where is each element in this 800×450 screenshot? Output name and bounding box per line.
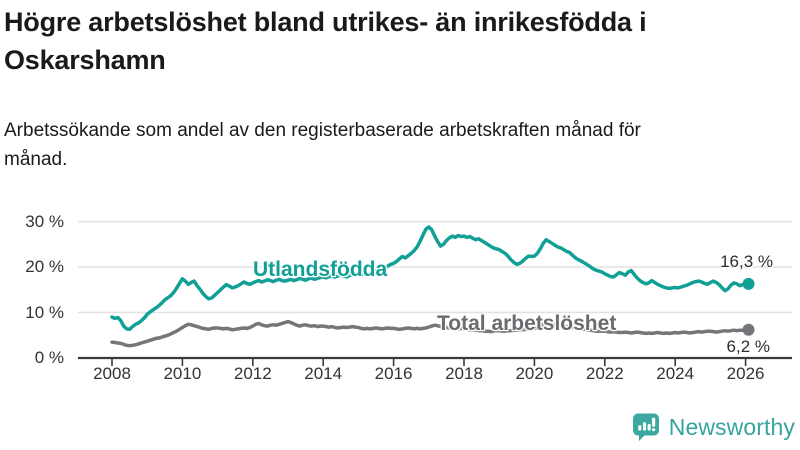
chart-title: Högre arbetslöshet bland utrikes- än inr… — [4, 7, 647, 75]
y-axis-label: 20 % — [25, 257, 64, 276]
x-axis-label: 2012 — [233, 364, 272, 383]
end-value-total: 6,2 % — [726, 337, 770, 356]
x-axis-label: 2024 — [656, 364, 695, 383]
series-line-utlandsfodda — [110, 225, 751, 332]
end-value-utlandsfodda: 16,3 % — [720, 252, 773, 271]
series-end-dot-total — [742, 323, 755, 336]
x-axis-label: 2022 — [585, 364, 624, 383]
series-end-dot-utlandsfodda — [742, 277, 755, 290]
x-axis-label: 2014 — [304, 364, 343, 383]
x-axis-label: 2008 — [93, 364, 131, 383]
x-axis-label: 2018 — [445, 364, 483, 383]
chart-subtitle: Arbetssökande som andel av den registerb… — [4, 120, 641, 171]
series-label-utlandsfodda: Utlandsfödda — [253, 258, 388, 281]
series-label-total: Total arbetslöshet — [437, 312, 617, 335]
x-axis-label: 2020 — [515, 364, 554, 383]
newsworthy-bubble-chart-icon — [632, 413, 659, 441]
newsworthy-logo[interactable]: Newsworthy — [632, 413, 795, 442]
x-axis-label: 2026 — [726, 364, 765, 383]
y-axis-label: 10 % — [25, 302, 64, 322]
x-axis-label: 2016 — [374, 364, 413, 383]
series-line-total — [110, 319, 751, 348]
x-axis-label: 2010 — [163, 364, 202, 383]
y-axis-label: 0 % — [34, 348, 64, 367]
y-axis-label: 30 % — [25, 211, 64, 231]
newsworthy-wordmark: Newsworthy — [668, 414, 795, 440]
